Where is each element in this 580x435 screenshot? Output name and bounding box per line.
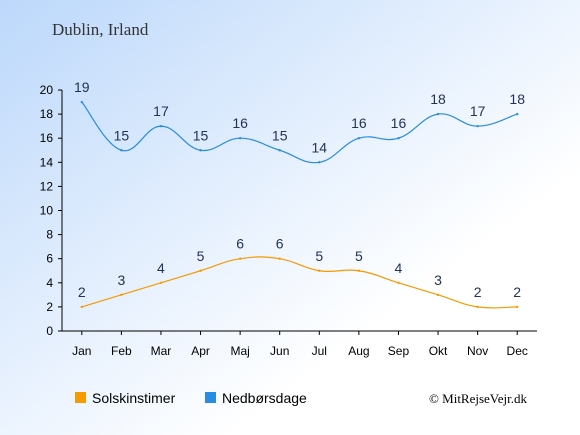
precipitation-data-point xyxy=(318,161,321,164)
precipitation-data-label: 18 xyxy=(509,91,525,107)
precipitation-data-point xyxy=(397,137,400,140)
precipitation-data-label: 15 xyxy=(193,127,209,143)
y-tick-label: 8 xyxy=(46,228,53,242)
y-tick-label: 18 xyxy=(40,107,54,121)
credit-text: © MitRejseVejr.dk xyxy=(429,391,527,406)
legend: Solskinstimer Nedbørsdage xyxy=(75,390,307,406)
y-tick-label: 20 xyxy=(40,83,54,97)
y-tick-label: 2 xyxy=(46,300,53,314)
series-layer: 2 3 4 5 6 6 5 5 4 3 2 2 19 15 17 15 16 15 14 16 16 18 17 18 xyxy=(74,79,525,309)
sunshine-data-label: 6 xyxy=(276,236,284,252)
sunshine-data-label: 3 xyxy=(434,272,442,288)
sunshine-data-point xyxy=(80,305,83,309)
x-tick-label: Jul xyxy=(312,344,327,358)
sunshine-data-label: 3 xyxy=(117,272,125,288)
precipitation-data-label: 15 xyxy=(114,127,130,143)
precipitation-series-line xyxy=(81,101,518,164)
sunshine-data-point xyxy=(278,257,281,260)
precipitation-data-point xyxy=(357,137,361,140)
sunshine-data-label: 5 xyxy=(197,248,205,264)
sunshine-data-label: 5 xyxy=(315,248,323,264)
precipitation-data-label: 16 xyxy=(232,115,248,131)
y-tick-label: 16 xyxy=(40,131,54,145)
sunshine-data-label: 2 xyxy=(474,284,482,300)
precipitation-data-label: 14 xyxy=(312,139,328,155)
y-tick-label: 4 xyxy=(46,276,53,290)
sunshine-data-point xyxy=(397,281,400,284)
sunshine-data-label: 2 xyxy=(513,284,521,300)
precipitation-data-label: 18 xyxy=(430,91,446,107)
chart-title: Dublin, Irland xyxy=(52,20,149,39)
precipitation-data-label: 16 xyxy=(391,115,407,131)
precipitation-data-label: 15 xyxy=(272,127,288,143)
sunshine-data-label: 4 xyxy=(395,260,403,276)
y-tick-label: 14 xyxy=(40,155,54,169)
y-tick-label: 0 xyxy=(46,324,53,338)
axes: 0 2 4 6 8 10 12 14 16 18 20 Jan Feb Mar Apr Maj Jun Jul Au… xyxy=(40,83,537,358)
sunshine-legend-swatch xyxy=(75,392,86,403)
sunshine-data-point xyxy=(476,305,479,309)
precipitation-legend-label: Nedbørsdage xyxy=(222,390,307,406)
precipitation-data-label: 17 xyxy=(470,103,486,119)
sunshine-series-line xyxy=(81,256,518,309)
x-tick-label: Jan xyxy=(72,344,91,358)
precipitation-data-point xyxy=(120,149,123,152)
sunshine-data-point xyxy=(199,269,202,272)
y-tick-label: 10 xyxy=(40,204,54,218)
sunshine-data-point xyxy=(357,269,361,272)
sunshine-data-point xyxy=(120,293,123,297)
precipitation-data-point xyxy=(80,100,83,104)
x-tick-label: Sep xyxy=(388,344,410,358)
sunshine-data-label: 5 xyxy=(355,248,363,264)
precipitation-data-point xyxy=(278,149,281,152)
x-tick-label: Nov xyxy=(467,344,488,358)
sunshine-data-point xyxy=(318,269,321,272)
sunshine-data-point xyxy=(159,281,163,284)
precipitation-data-label: 19 xyxy=(74,79,90,95)
precipitation-data-point xyxy=(436,112,440,116)
sunshine-data-label: 2 xyxy=(78,284,86,300)
x-tick-label: Mar xyxy=(151,344,172,358)
sunshine-data-label: 6 xyxy=(236,236,244,252)
precipitation-data-label: 16 xyxy=(351,115,367,131)
precipitation-data-point xyxy=(199,149,202,152)
x-tick-label: Dec xyxy=(507,344,528,358)
precipitation-data-point xyxy=(516,112,519,116)
precipitation-data-point xyxy=(238,137,242,140)
x-tick-label: Feb xyxy=(111,344,132,358)
y-tick-label: 12 xyxy=(40,179,54,193)
x-tick-label: Jun xyxy=(270,344,289,358)
sunshine-data-point xyxy=(516,305,519,309)
y-tick-label: 6 xyxy=(46,252,53,266)
sunshine-data-point xyxy=(238,257,242,260)
x-tick-label: Apr xyxy=(191,344,210,358)
precipitation-data-point xyxy=(159,124,163,128)
precipitation-data-label: 17 xyxy=(153,103,169,119)
precipitation-data-point xyxy=(476,124,479,128)
sunshine-data-label: 4 xyxy=(157,260,165,276)
precipitation-legend-swatch xyxy=(205,392,216,403)
sunshine-data-point xyxy=(436,293,440,297)
x-tick-label: Maj xyxy=(230,344,249,358)
x-tick-label: Aug xyxy=(348,344,369,358)
x-tick-label: Okt xyxy=(429,344,448,358)
sunshine-legend-label: Solskinstimer xyxy=(92,390,176,406)
